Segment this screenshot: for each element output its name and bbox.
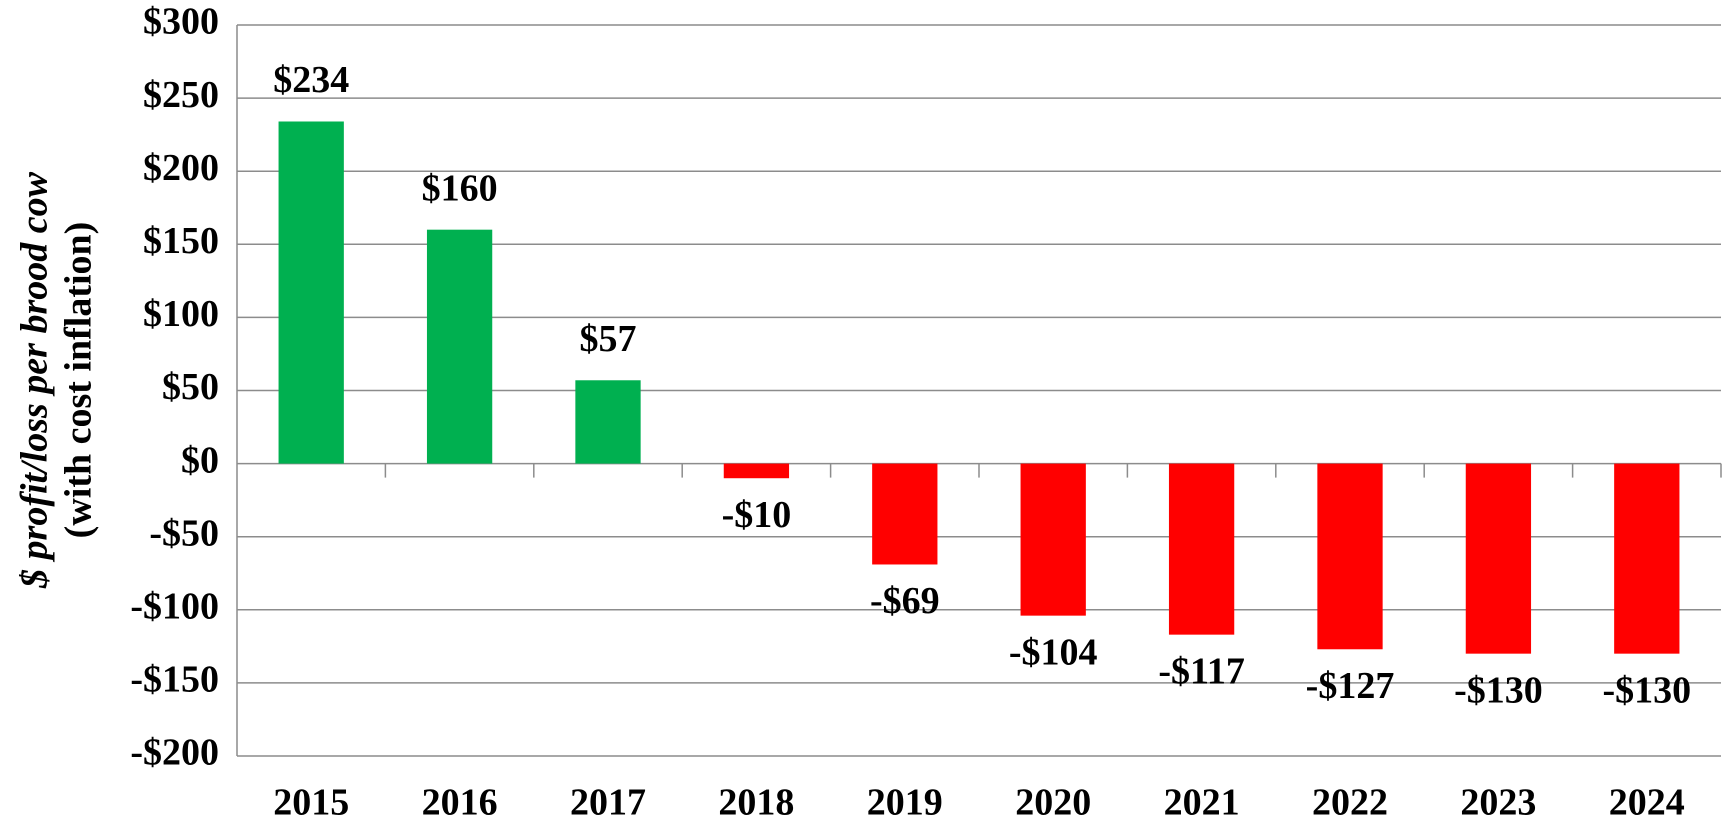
x-tick-label: 2021 bbox=[1164, 782, 1240, 824]
bar bbox=[278, 121, 344, 464]
y-tick-label: $0 bbox=[181, 439, 219, 481]
y-axis-label: $ profit/loss per brood cow bbox=[14, 171, 56, 589]
value-label: -$10 bbox=[722, 494, 792, 536]
value-label: -$117 bbox=[1158, 650, 1245, 692]
bar bbox=[1168, 463, 1235, 635]
bar bbox=[1317, 463, 1383, 650]
x-tick-label: 2020 bbox=[1015, 782, 1091, 824]
x-tick-label: 2022 bbox=[1312, 782, 1388, 824]
y-tick-label: $150 bbox=[143, 220, 219, 262]
bar bbox=[575, 380, 641, 464]
y-tick-label: $300 bbox=[143, 1, 219, 43]
x-tick-label: 2023 bbox=[1460, 782, 1536, 824]
value-label: -$130 bbox=[1454, 669, 1543, 711]
bar bbox=[1614, 463, 1680, 654]
value-label: -$104 bbox=[1009, 631, 1098, 673]
value-label: -$127 bbox=[1306, 665, 1395, 707]
y-tick-label: $50 bbox=[162, 366, 219, 408]
bar bbox=[872, 463, 938, 565]
bar bbox=[1465, 463, 1532, 654]
bar bbox=[723, 463, 790, 479]
bar bbox=[426, 229, 493, 464]
y-tick-label: -$100 bbox=[130, 586, 219, 628]
bar bbox=[1020, 463, 1086, 616]
x-tick-label: 2015 bbox=[273, 782, 349, 824]
y-tick-label: -$150 bbox=[130, 659, 219, 701]
y-tick-label: $200 bbox=[143, 147, 219, 189]
y-tick-label: -$50 bbox=[149, 512, 219, 554]
x-tick-label: 2017 bbox=[570, 782, 646, 824]
y-tick-label: $100 bbox=[143, 293, 219, 335]
x-tick-label: 2018 bbox=[718, 782, 794, 824]
value-label: $160 bbox=[422, 167, 498, 209]
value-label: $57 bbox=[580, 318, 637, 360]
value-label: -$130 bbox=[1602, 669, 1691, 711]
x-tick-label: 2024 bbox=[1609, 782, 1685, 824]
y-tick-label: -$200 bbox=[130, 732, 219, 774]
x-tick-label: 2016 bbox=[422, 782, 498, 824]
x-tick-label: 2019 bbox=[867, 782, 943, 824]
y-tick-label: $250 bbox=[143, 74, 219, 116]
value-label: -$69 bbox=[870, 580, 940, 622]
value-label: $234 bbox=[273, 59, 349, 101]
y-axis-label: (with cost inflation) bbox=[58, 222, 100, 539]
